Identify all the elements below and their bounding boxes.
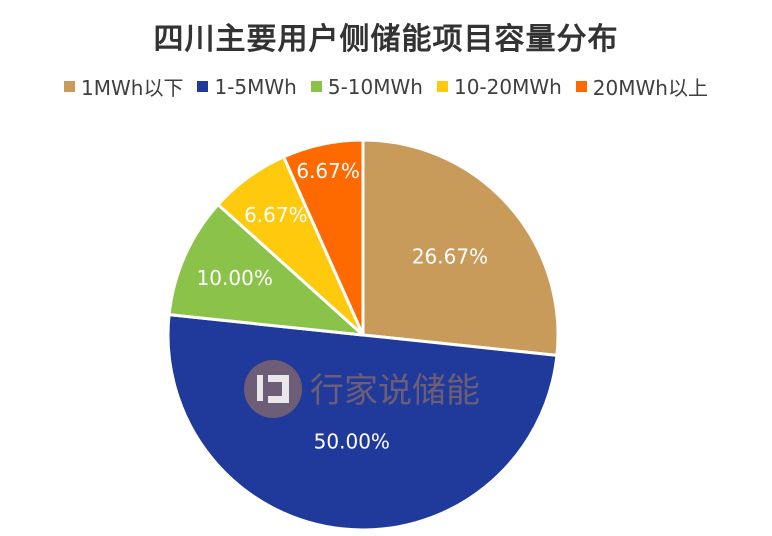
- pie-slice-5: [282, 138, 365, 337]
- chart-title: 四川主要用户侧储能项目容量分布: [153, 22, 619, 57]
- legend-swatch-3: [310, 81, 322, 92]
- legend-item-2: 1-5MWh: [197, 74, 297, 99]
- slice-label-4: 6.67%: [244, 203, 308, 227]
- legend-swatch-4: [436, 81, 448, 92]
- legend-label-3: 5-10MWh: [327, 74, 423, 99]
- slice-label-2: 50.00%: [314, 430, 390, 454]
- watermark-text: 行家说储能: [310, 371, 480, 411]
- slice-labels: 26.67% 50.00% 10.00% 6.67% 6.67%: [197, 159, 488, 454]
- pie-slice-1: [361, 138, 560, 357]
- legend-item-5: 20MWh以上: [575, 72, 708, 101]
- legend-swatch-1: [64, 81, 76, 92]
- legend-label-4: 10-20MWh: [453, 74, 562, 99]
- legend-label-2: 1-5MWh: [214, 74, 297, 99]
- slice-label-3: 10.00%: [197, 266, 273, 290]
- legend-item-3: 5-10MWh: [310, 74, 423, 99]
- chart-legend: 1MWh以下 1-5MWh 5-10MWh 10-20MWh 20MWh以上: [0, 72, 772, 101]
- legend-label-5: 20MWh以上: [592, 76, 708, 100]
- legend-item-4: 10-20MWh: [436, 74, 562, 99]
- legend-label-1: 1MWh以下: [81, 76, 184, 100]
- legend-swatch-2: [197, 81, 209, 92]
- legend-item-1: 1MWh以下: [64, 72, 183, 101]
- legend-swatch-5: [575, 81, 587, 92]
- slice-label-1: 26.67%: [412, 245, 488, 269]
- ip-logo-icon: [244, 360, 302, 418]
- watermark: 行家说储能: [244, 360, 480, 418]
- pie-slice-3: [167, 203, 365, 337]
- pie-slices: [166, 138, 560, 532]
- slice-label-5: 6.67%: [296, 159, 360, 183]
